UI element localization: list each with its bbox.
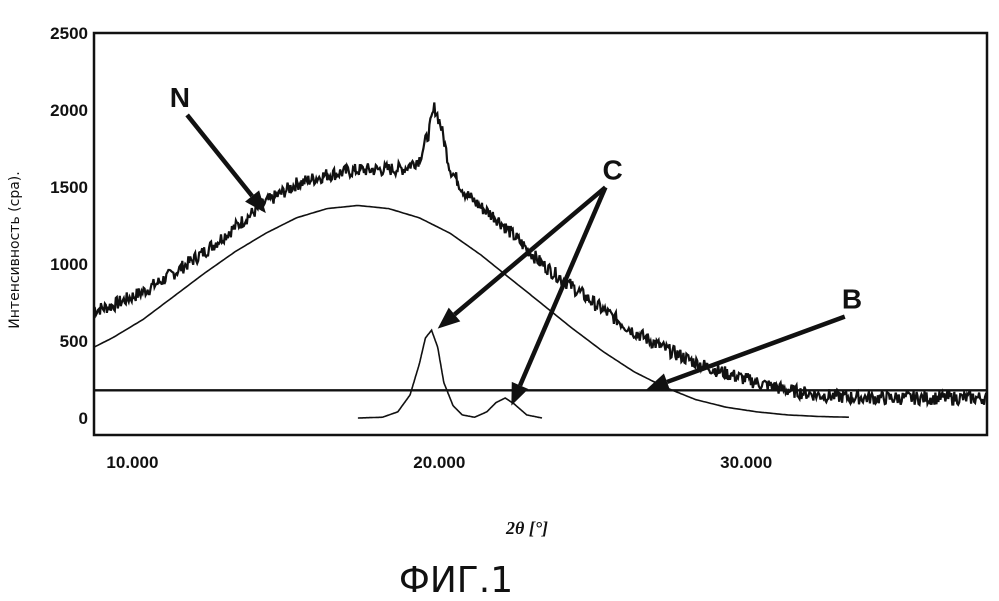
annotation-arrow-head (511, 382, 528, 406)
x-axis-label: 2θ [°] (505, 518, 548, 538)
y-tick-labels: 0 500 1000 1500 2000 2500 (50, 24, 88, 428)
series-layer (94, 103, 987, 419)
y-tick-label: 500 (60, 332, 88, 351)
x-tick-label: 10.000 (106, 453, 158, 472)
y-axis-label: Интенсивность (cpa). (7, 171, 23, 328)
annotation-arrow-shaft (187, 115, 252, 196)
annotation-arrow-shaft (667, 317, 845, 382)
series-line-C (358, 330, 542, 418)
annotation-arrow-shaft (520, 187, 605, 385)
y-tick-label: 1000 (50, 255, 88, 274)
series-line-amorphous (94, 206, 849, 418)
y-tick-label: 0 (79, 409, 88, 428)
x-tick-label: 20.000 (413, 453, 465, 472)
y-tick-label: 2000 (50, 101, 88, 120)
x-tick-label: 30.000 (720, 453, 772, 472)
series-line-N (94, 103, 987, 405)
x-tick-labels: 10.000 20.000 30.000 (106, 453, 772, 472)
annotation-layer: N C B (170, 82, 862, 406)
figure-caption: ФИГ.1 (399, 560, 513, 601)
annotation-label-B: B (842, 284, 862, 315)
annotation-arrow-head (646, 373, 670, 390)
y-tick-label: 1500 (50, 178, 88, 197)
annotation-label-N: N (170, 82, 190, 113)
y-tick-label: 2500 (50, 24, 88, 43)
annotation-label-C: C (602, 154, 622, 185)
